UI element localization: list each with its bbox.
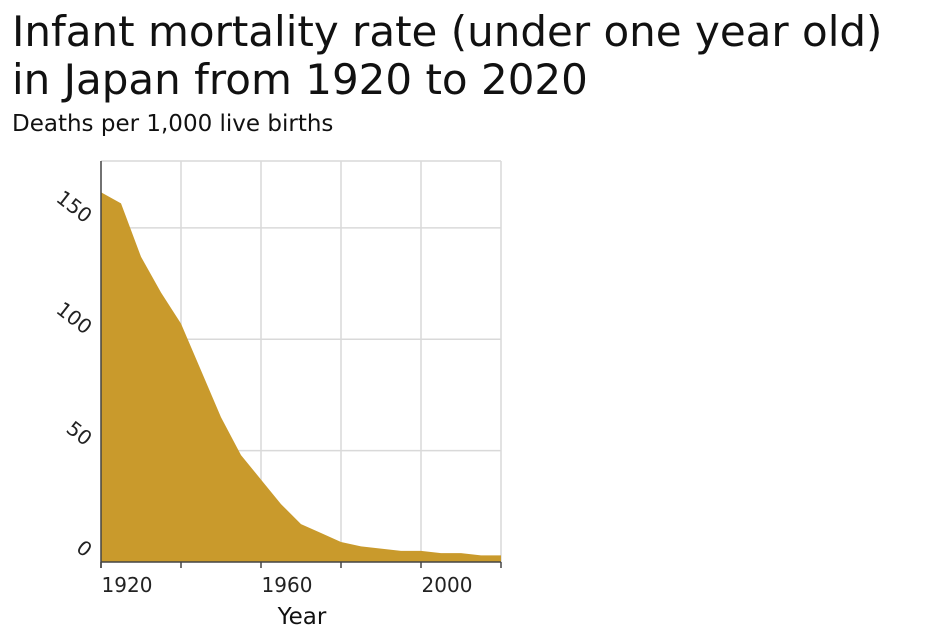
axes	[100, 161, 502, 568]
y-tick-label: 150	[52, 185, 97, 227]
y-tick-label: 0	[72, 535, 97, 562]
y-tick-label: 50	[62, 416, 97, 451]
x-axis-title: Year	[277, 604, 327, 630]
area-fill	[101, 192, 501, 562]
x-tick-label: 1960	[262, 573, 313, 597]
x-tick-labels: 1920 1960 2000	[102, 573, 473, 597]
chart-title: Infant mortality rate (under one year ol…	[12, 7, 883, 104]
y-tick-label: 100	[52, 297, 97, 339]
x-tick-label: 2000	[422, 573, 473, 597]
x-tick-label: 1920	[102, 573, 153, 597]
y-tick-labels: 0 50 100 150	[52, 185, 97, 562]
area-series	[101, 192, 501, 562]
chart-subtitle: Deaths per 1,000 live births	[12, 111, 334, 137]
